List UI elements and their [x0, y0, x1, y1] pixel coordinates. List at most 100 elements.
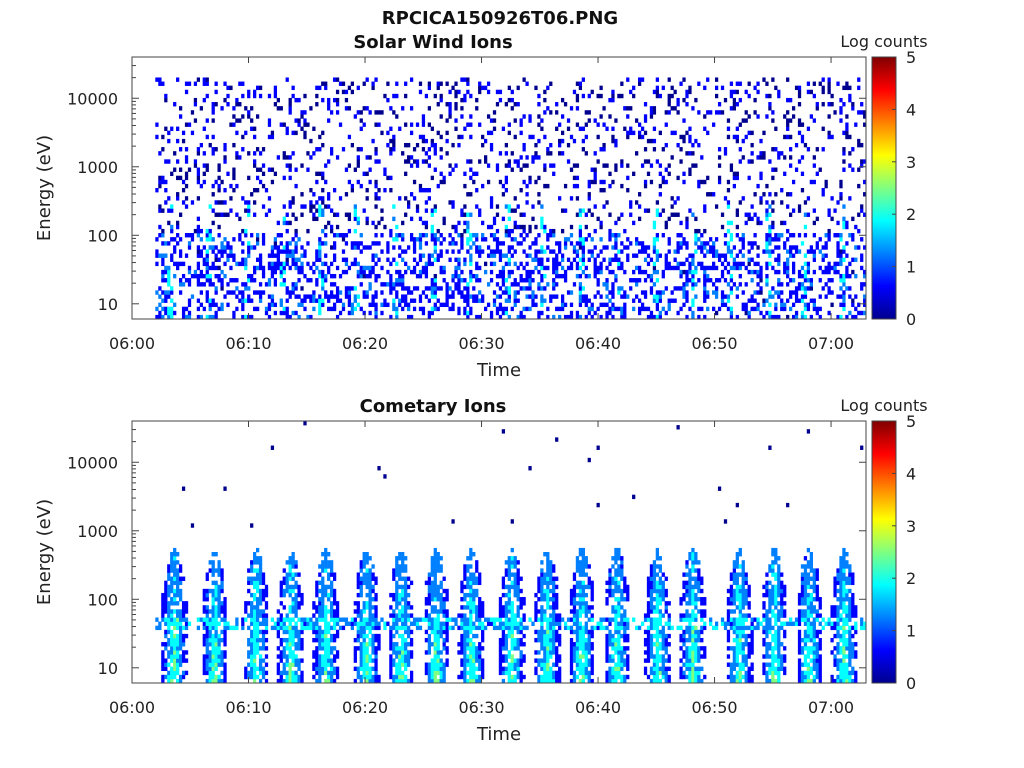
heatmap-cell	[255, 233, 260, 238]
heatmap-cell	[637, 249, 642, 254]
heatmap-cell	[714, 253, 719, 258]
heatmap-cell	[392, 302, 396, 308]
heatmap-cell	[786, 269, 790, 275]
heatmap-cell	[398, 253, 402, 258]
heatmap-cell	[791, 245, 796, 250]
heatmap-cell	[211, 183, 215, 189]
heatmap-cell	[481, 220, 485, 226]
heatmap-cell	[217, 306, 221, 312]
heatmap-cell	[202, 658, 206, 663]
heatmap-cell	[377, 678, 381, 684]
heatmap-cell	[676, 241, 680, 246]
heatmap-cell	[362, 122, 366, 127]
heatmap-cell	[803, 269, 808, 275]
heatmap-cell	[178, 662, 183, 667]
heatmap-cell	[371, 678, 375, 684]
heatmap-cell	[247, 278, 251, 283]
heatmap-cell	[436, 637, 440, 643]
heatmap-cell	[863, 114, 867, 119]
heatmap-cell	[433, 625, 437, 631]
heatmap-cell	[457, 613, 461, 618]
heatmap-cell	[401, 298, 405, 303]
heatmap-cell	[797, 249, 802, 254]
heatmap-cell	[463, 572, 467, 577]
heatmap-cell	[709, 237, 713, 242]
heatmap-cell	[466, 605, 470, 610]
heatmap-cell	[643, 245, 648, 250]
heatmap-cell	[430, 674, 434, 680]
heatmap-cell	[424, 224, 429, 230]
heatmap-cell	[513, 220, 517, 226]
heatmap-cell	[560, 130, 565, 136]
heatmap-cell	[173, 597, 177, 602]
heatmap-cell	[178, 674, 183, 680]
heatmap-cell	[374, 597, 378, 602]
heatmap-cell	[623, 306, 627, 312]
heatmap-cell	[504, 253, 508, 258]
heatmap-cell	[288, 637, 292, 643]
heatmap-cell	[720, 273, 725, 279]
heatmap-cell	[492, 126, 497, 131]
heatmap-cell	[797, 93, 802, 99]
heatmap-cell	[744, 302, 748, 308]
heatmap-cell	[335, 224, 340, 230]
heatmap-cell	[540, 216, 544, 222]
heatmap-cell	[253, 654, 257, 659]
heatmap-cell	[368, 265, 372, 271]
heatmap-cell	[777, 233, 781, 238]
heatmap-cell	[445, 625, 449, 631]
heatmap-cell	[584, 314, 588, 320]
heatmap-cell	[608, 114, 612, 119]
heatmap-cell	[335, 633, 340, 639]
heatmap-cell	[211, 220, 215, 226]
heatmap-cell	[187, 314, 192, 320]
heatmap-cell	[818, 167, 822, 172]
heatmap-cell	[395, 580, 399, 586]
heatmap-cell	[282, 220, 286, 226]
heatmap-cell	[543, 265, 547, 271]
heatmap-cell	[330, 290, 334, 295]
heatmap-cell	[205, 118, 209, 123]
heatmap-cell	[297, 662, 301, 667]
heatmap-cell	[285, 580, 289, 586]
heatmap-cell	[386, 257, 390, 262]
heatmap-cell	[460, 588, 464, 594]
heatmap-cell	[155, 188, 159, 193]
heatmap-cell	[398, 674, 402, 680]
heatmap-cell	[258, 93, 263, 99]
heatmap-cell	[783, 302, 787, 308]
heatmap-cell	[513, 298, 517, 303]
heatmap-cell	[365, 552, 369, 557]
heatmap-cell	[439, 670, 443, 676]
heatmap-cell	[353, 617, 357, 622]
heatmap-cell	[469, 159, 473, 164]
heatmap-cell	[466, 298, 470, 303]
heatmap-cell	[578, 257, 583, 262]
heatmap-cell	[611, 282, 615, 287]
heatmap-cell	[774, 269, 778, 275]
heatmap-cell	[560, 253, 565, 258]
heatmap-cell	[392, 282, 396, 287]
heatmap-cell	[543, 298, 547, 303]
heatmap-cell	[765, 212, 769, 217]
heatmap-cell	[164, 265, 168, 271]
heatmap-cell	[205, 278, 209, 283]
heatmap-cell	[244, 617, 248, 622]
heatmap-cell	[211, 646, 215, 651]
heatmap-cell	[430, 609, 434, 614]
heatmap-cell	[297, 118, 301, 123]
heatmap-cell	[253, 597, 257, 602]
heatmap-cell	[448, 106, 452, 111]
heatmap-cell	[421, 134, 426, 140]
heatmap-cell	[756, 183, 760, 189]
heatmap-cell	[655, 237, 660, 242]
heatmap-cell	[723, 147, 728, 152]
heatmap-cell	[667, 249, 671, 254]
heatmap-cell	[729, 89, 734, 95]
heatmap-cell	[306, 314, 310, 320]
heatmap-cell	[273, 282, 278, 287]
heatmap-cell	[620, 81, 624, 86]
heatmap-cell	[312, 650, 316, 655]
heatmap-cell	[173, 654, 177, 659]
heatmap-cell	[321, 552, 325, 557]
